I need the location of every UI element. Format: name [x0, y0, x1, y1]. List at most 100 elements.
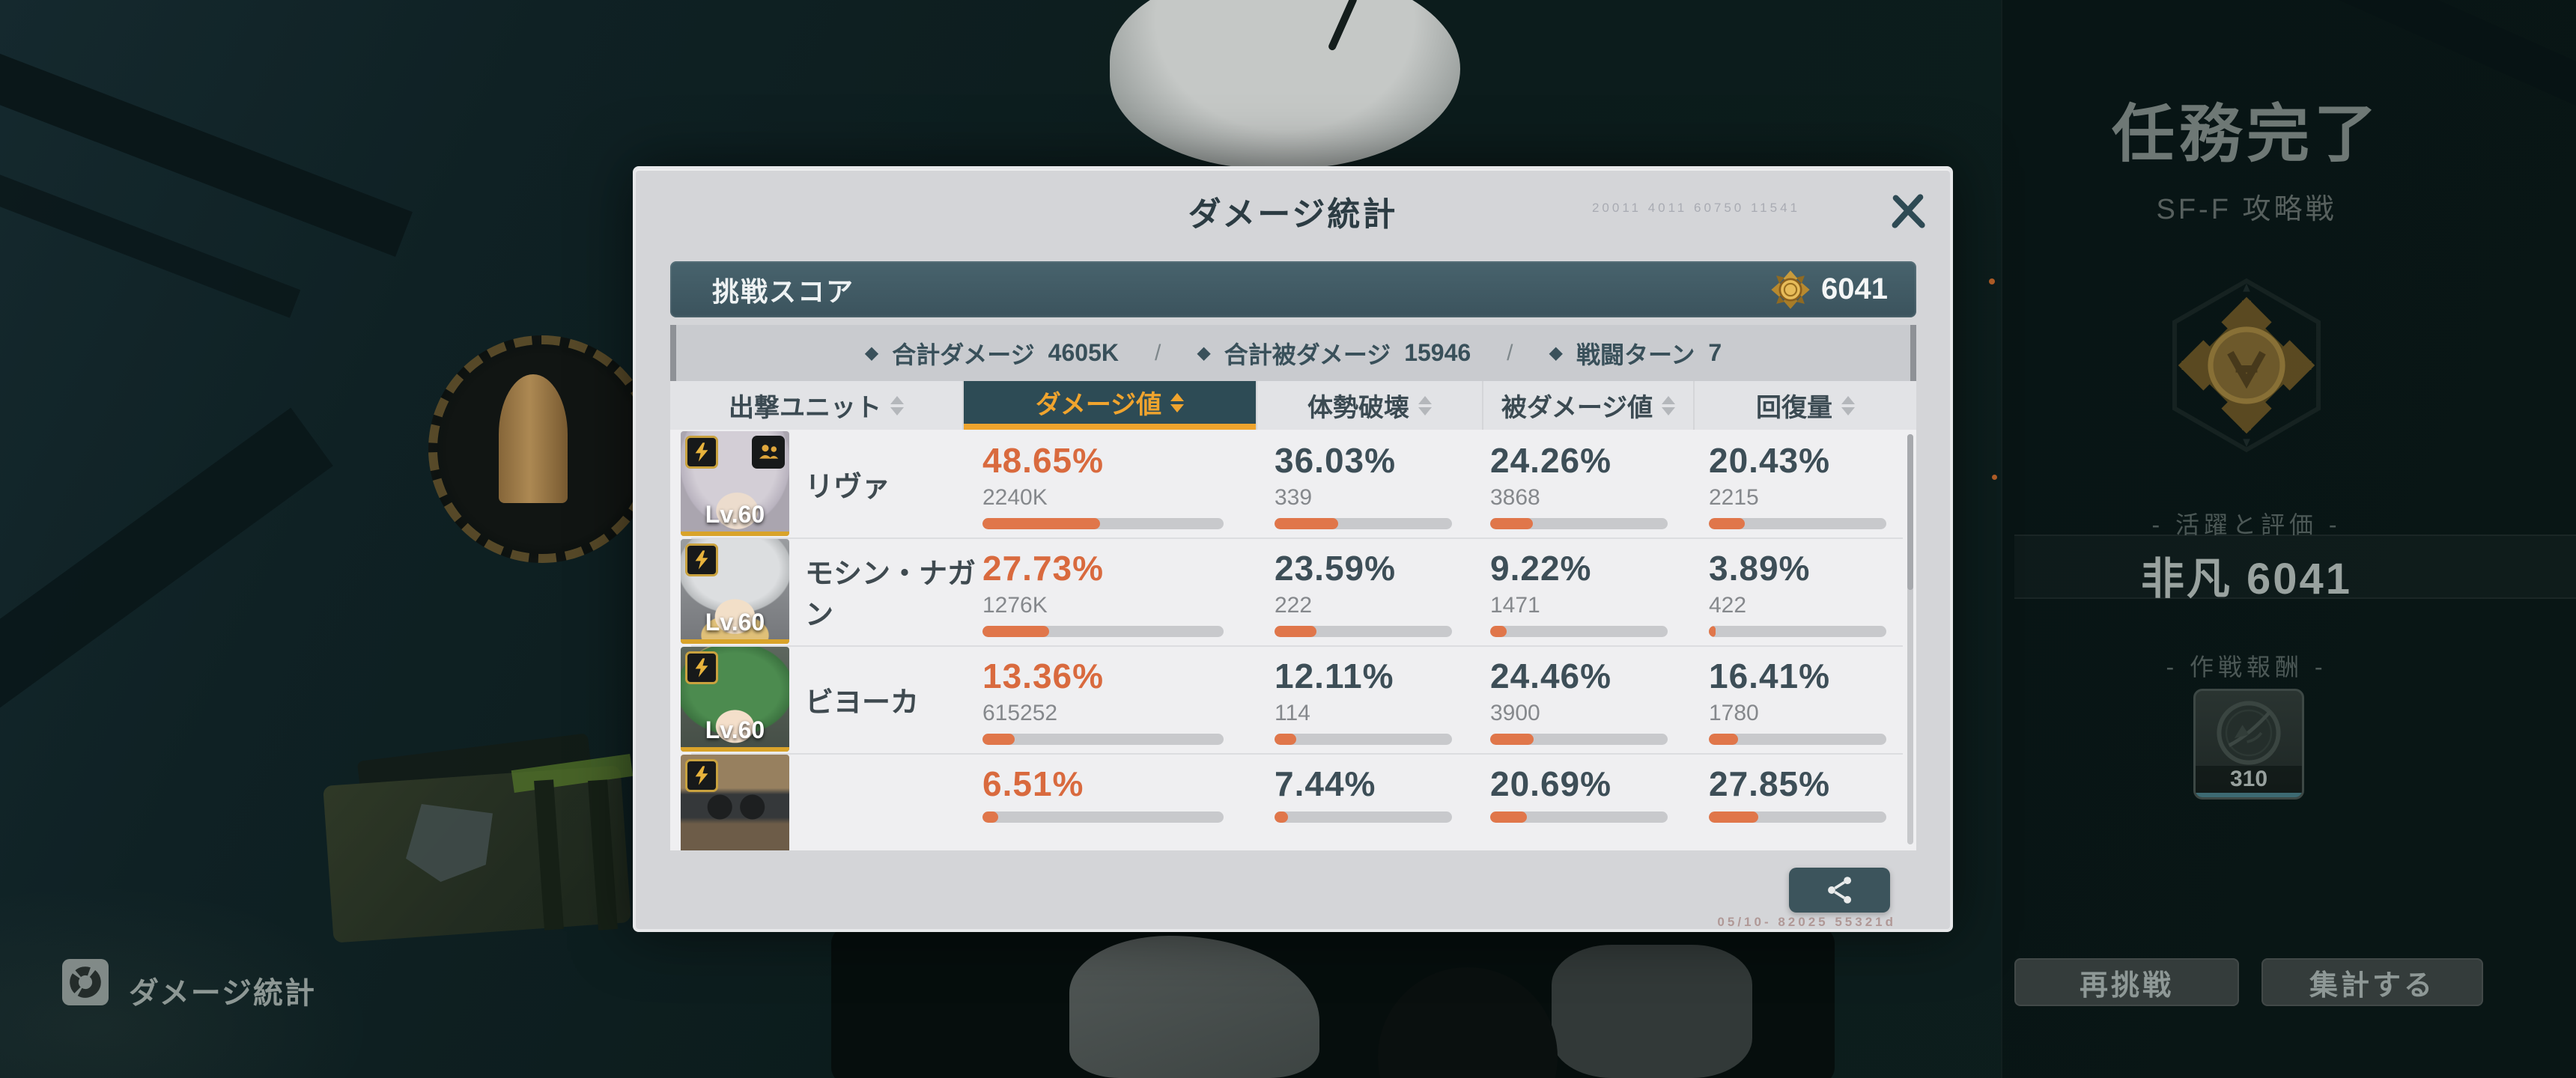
sort-icon	[1841, 395, 1855, 415]
damage-stats-modal: ダメージ統計 20011 4011 60750 11541 挑戦スコア	[633, 166, 1953, 932]
stat-percent: 20.43%	[1709, 441, 1831, 480]
table-scrollbar[interactable]	[1907, 434, 1913, 844]
summary-item: ◆ 合計被ダメージ 15946	[1197, 336, 1471, 371]
stat-bar	[1709, 626, 1886, 637]
summary-value: 4605K	[1048, 339, 1119, 366]
damage-stats-hud-label: ダメージ統計	[129, 977, 316, 1010]
stat-percent: 6.51%	[982, 764, 1084, 803]
signal-light	[1989, 278, 1995, 284]
unit-level: Lv.60	[705, 609, 765, 636]
stat-percent: 7.44%	[1275, 764, 1376, 803]
stat-bar	[1709, 518, 1886, 529]
unit-avatar[interactable]: Lv.60	[681, 539, 789, 644]
donut-chart-icon	[70, 966, 101, 998]
table-body: Lv.60 リヴァ 48.65% 2240K 36.03% 339 24.26%…	[670, 430, 1916, 850]
skill-badge-icon	[685, 651, 718, 684]
stat-bar	[1709, 734, 1886, 745]
stat-cell: 12.11% 114	[1275, 656, 1452, 745]
stat-value: 1276K	[982, 593, 1048, 618]
unit-level: Lv.60	[705, 501, 765, 528]
retry-button[interactable]: 再挑戦	[2014, 958, 2239, 1006]
stat-value: 1471	[1490, 593, 1540, 618]
right-panel-shade	[2001, 0, 2576, 1078]
stat-value: 3868	[1490, 485, 1540, 510]
unit-avatar[interactable]	[681, 755, 789, 850]
stat-value: 422	[1709, 593, 1747, 618]
stat-value: 1780	[1709, 701, 1759, 725]
stat-percent: 27.85%	[1709, 764, 1831, 803]
stat-bar	[1490, 626, 1668, 637]
column-header-4[interactable]: 回復量	[1695, 381, 1916, 430]
unit-avatar[interactable]: Lv.60	[681, 431, 789, 536]
stat-cell: 3.89% 422	[1709, 548, 1886, 637]
stat-cell: 9.22% 1471	[1490, 548, 1668, 637]
unit-avatar[interactable]: Lv.60	[681, 647, 789, 752]
crane-beam	[0, 407, 333, 713]
summary-label: 合計ダメージ	[892, 341, 1035, 368]
stat-bar	[1490, 518, 1668, 529]
stat-percent: 13.36%	[982, 657, 1105, 695]
stat-percent: 9.22%	[1490, 549, 1592, 588]
challenge-score-value: 6041	[1821, 272, 1888, 305]
unit-name: モシン・ナガン	[805, 558, 976, 631]
rating-section-label: - 活躍と評価 -	[2151, 511, 2342, 538]
table-row[interactable]: 6.51% 7.44% 20.69% 27.85%	[670, 753, 1916, 850]
column-header-0[interactable]: 出撃ユニット	[670, 381, 962, 430]
stat-cell: 16.41% 1780	[1709, 656, 1886, 745]
column-label: ダメージ値	[1035, 391, 1162, 419]
skill-badge-icon	[685, 543, 718, 576]
summary-value: 7	[1708, 339, 1722, 366]
share-button[interactable]	[1789, 868, 1890, 913]
column-header-1[interactable]: ダメージ値	[964, 381, 1256, 430]
stat-cell: 13.36% 615252	[982, 656, 1224, 745]
stat-bar	[1275, 734, 1452, 745]
summary-label: 合計被ダメージ	[1224, 341, 1391, 368]
table-header: 出撃ユニット ダメージ値 体勢破壊 被ダメージ値 回復量	[670, 381, 1916, 430]
stat-value: 222	[1275, 593, 1313, 618]
stat-value: 2215	[1709, 485, 1759, 510]
reward-item-card[interactable]: 310	[2193, 689, 2304, 800]
stat-percent: 16.41%	[1709, 657, 1831, 695]
background-machinery	[831, 927, 1835, 1078]
diamond-bullet-icon: ◆	[864, 343, 879, 363]
reward-section-label: - 作戦報酬 -	[2166, 654, 2327, 680]
stat-bar	[982, 626, 1224, 637]
stat-percent: 20.69%	[1490, 764, 1612, 803]
stat-percent: 3.89%	[1709, 549, 1811, 588]
stat-cell: 23.59% 222	[1275, 548, 1452, 637]
tally-button[interactable]: 集計する	[2261, 958, 2483, 1006]
gold-medal-icon	[1771, 270, 1810, 309]
table-row[interactable]: Lv.60 リヴァ 48.65% 2240K 36.03% 339 24.26%…	[670, 430, 1916, 538]
stat-percent: 27.73%	[982, 549, 1105, 588]
unit-name: ビヨーカ	[805, 686, 920, 719]
damage-stats-hud-button[interactable]	[62, 959, 109, 1005]
summary-separator: /	[1507, 340, 1513, 365]
stat-bar	[1275, 626, 1452, 637]
stat-bar	[982, 734, 1224, 745]
sort-icon	[1170, 392, 1185, 412]
table-row[interactable]: Lv.60 ビヨーカ 13.36% 615252 12.11% 114 24.4…	[670, 645, 1916, 753]
column-header-3[interactable]: 被ダメージ値	[1483, 381, 1693, 430]
ammo-emblem-bullet	[499, 374, 568, 503]
summary-row: ◆ 合計ダメージ 4605K / ◆ 合計被ダメージ 15946 / ◆ 戦闘タ…	[670, 325, 1916, 381]
modal-title: ダメージ統計	[1188, 196, 1398, 233]
character-silhouette-hair	[1110, 0, 1460, 169]
stat-value: 3900	[1490, 701, 1540, 725]
column-label: 被ダメージ値	[1501, 394, 1653, 422]
stat-value: 2240K	[982, 485, 1048, 510]
stat-bar	[1709, 811, 1886, 823]
background-machinery-part	[1552, 945, 1752, 1078]
table-row[interactable]: Lv.60 モシン・ナガン 27.73% 1276K 23.59% 222 9.…	[670, 538, 1916, 645]
column-header-2[interactable]: 体勢破壊	[1257, 381, 1482, 430]
column-label: 出撃ユニット	[729, 394, 881, 422]
stat-percent: 24.46%	[1490, 657, 1612, 695]
reward-count: 310	[2196, 766, 2302, 793]
sort-icon	[1662, 395, 1676, 415]
stat-bar	[982, 811, 1224, 823]
close-button[interactable]	[1887, 190, 1929, 232]
summary-separator: /	[1154, 340, 1161, 365]
stat-percent: 23.59%	[1275, 549, 1397, 588]
stat-cell: 20.43% 2215	[1709, 440, 1886, 529]
stat-cell: 24.46% 3900	[1490, 656, 1668, 745]
stat-bar	[1490, 734, 1668, 745]
